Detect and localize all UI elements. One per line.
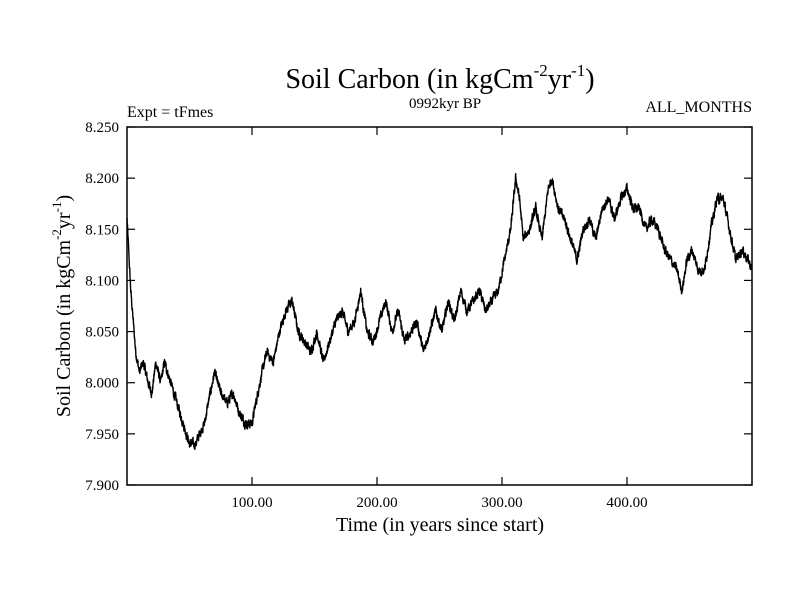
experiment-label: Expt = tFmes xyxy=(127,104,213,121)
y-tick-label: 8.250 xyxy=(85,120,119,136)
y-tick-label: 8.000 xyxy=(85,376,119,392)
soil-carbon-series-line xyxy=(126,172,753,450)
y-axis: 7.900 7.950 8.000 8.050 8.100 8.150 8.200 8.250 xyxy=(85,120,752,494)
x-tick-label: 200.00 xyxy=(356,495,397,511)
months-label: ALL_MONTHS xyxy=(645,99,752,116)
x-tick-label: 100.00 xyxy=(231,495,272,511)
period-label: 0992kyr BP xyxy=(409,96,481,112)
y-tick-label: 7.950 xyxy=(85,427,119,443)
plot-frame xyxy=(126,126,753,486)
y-tick-label: 8.100 xyxy=(85,273,119,289)
y-tick-label: 8.050 xyxy=(85,325,119,341)
chart-title: Soil Carbon (in kgCm-2yr-1) xyxy=(285,61,594,95)
y-tick-label: 8.150 xyxy=(85,222,119,238)
y-axis-label: Soil Carbon (in kgCm-2yr-1) xyxy=(49,195,75,417)
x-tick-label: 300.00 xyxy=(481,495,522,511)
y-tick-label: 7.900 xyxy=(85,478,119,494)
y-tick-label: 8.200 xyxy=(85,171,119,187)
x-axis: 100.00 200.00 300.00 400.00 xyxy=(231,127,648,511)
x-tick-label: 400.00 xyxy=(606,495,647,511)
x-axis-label: Time (in years since start) xyxy=(336,514,544,536)
